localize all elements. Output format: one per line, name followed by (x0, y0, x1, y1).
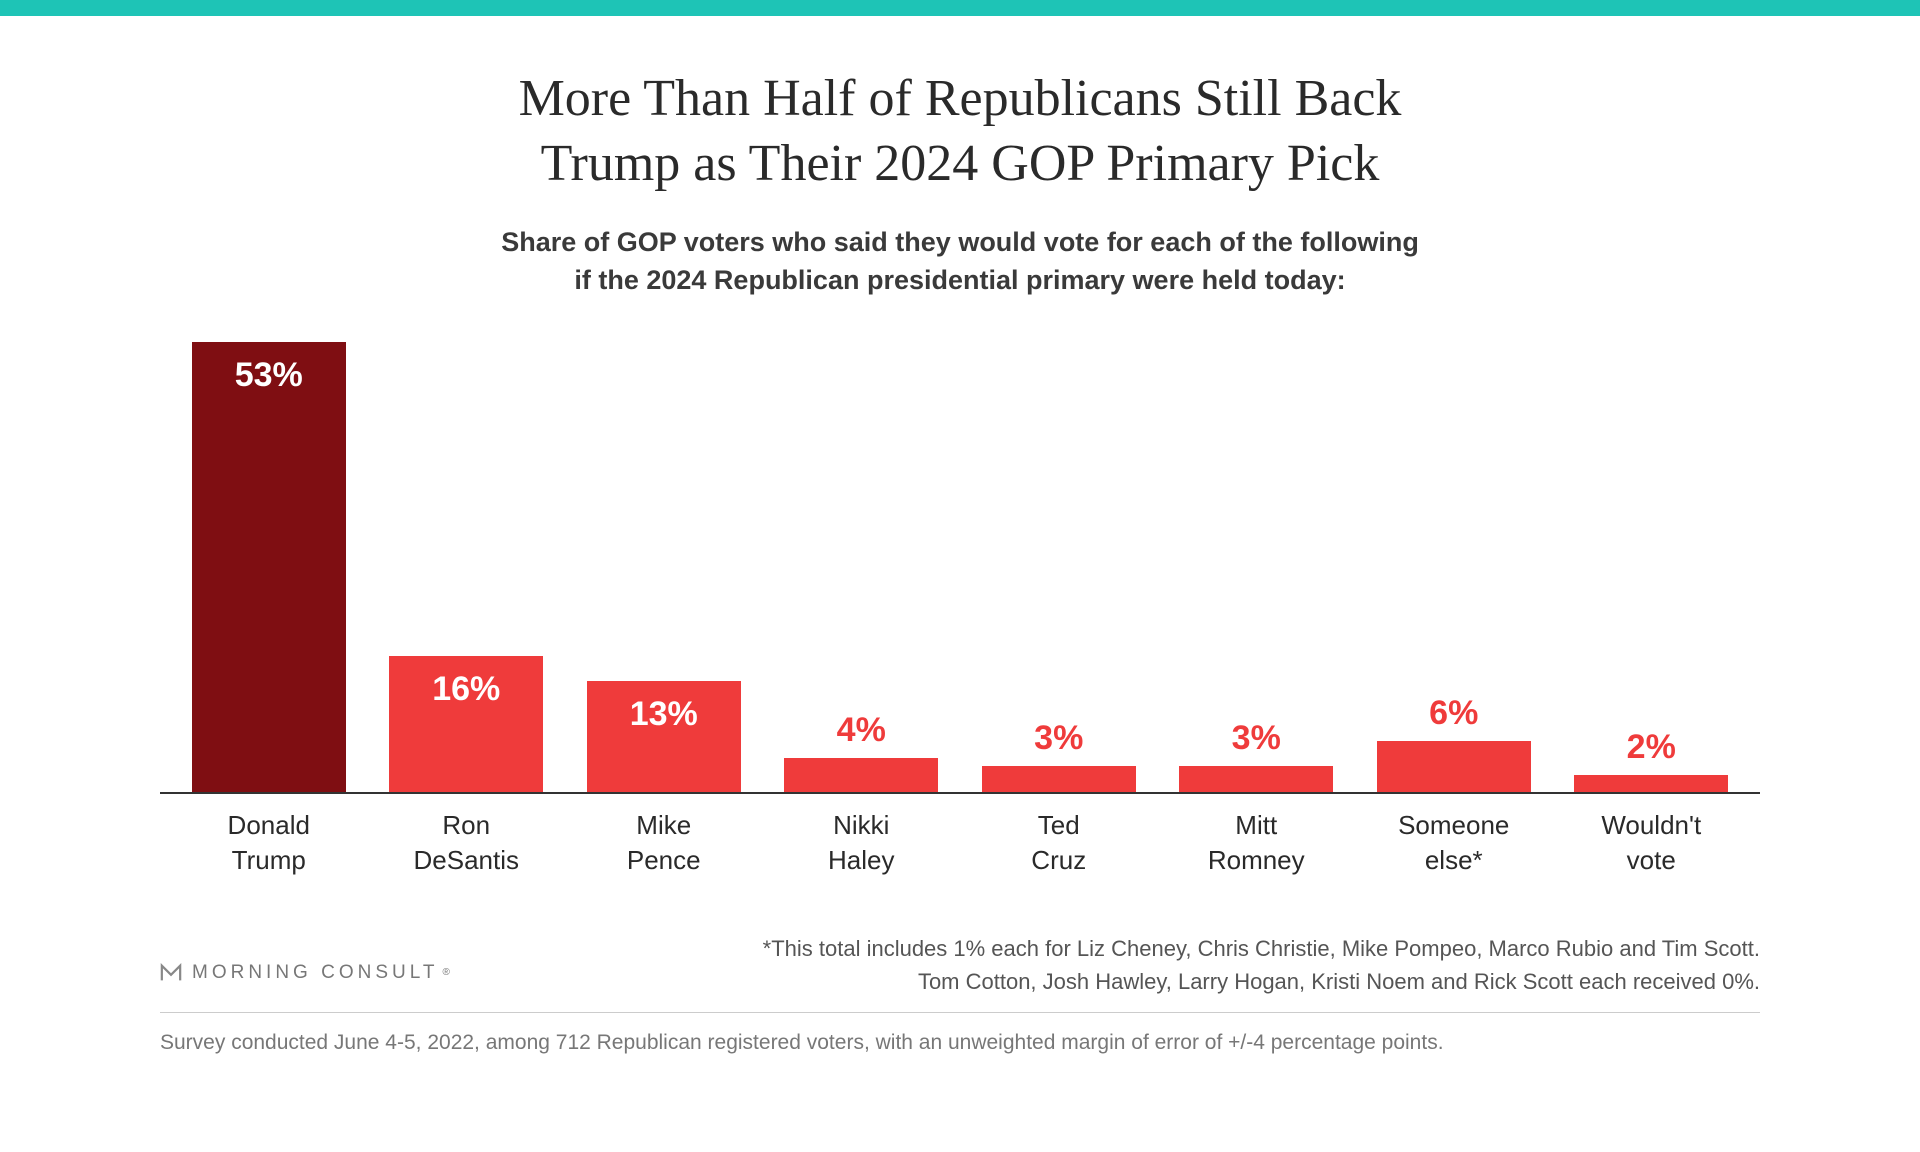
chart-title: More Than Half of Republicans Still Back… (310, 66, 1610, 196)
bar: 53% (192, 342, 346, 792)
bar-value-label: 53% (192, 356, 346, 395)
brand-tm: ® (442, 967, 449, 978)
x-axis-label: TedCruz (960, 808, 1158, 878)
bar: 3% (1179, 766, 1333, 791)
bar-value-label: 13% (587, 695, 741, 734)
brand-logo-icon (160, 962, 182, 984)
x-axis-label: RonDeSantis (368, 808, 566, 878)
x-axis-label: MikePence (565, 808, 763, 878)
bar-slot: 13% (565, 681, 763, 791)
bar: 6% (1377, 741, 1531, 792)
bar-slot: 16% (368, 656, 566, 792)
title-line-1: More Than Half of Republicans Still Back (519, 70, 1402, 127)
x-axis-label: NikkiHaley (763, 808, 961, 878)
bars-area: 53% 16% 13% 4% 3% 3% 6% 2% (160, 344, 1760, 794)
title-line-2: Trump as Their 2024 GOP Primary Pick (541, 135, 1380, 192)
bar-slot: 2% (1553, 775, 1751, 792)
x-axis-label: Someoneelse* (1355, 808, 1553, 878)
bar-slot: 6% (1355, 741, 1553, 792)
bar: 3% (982, 766, 1136, 791)
bar: 16% (389, 656, 543, 792)
bar-value-label: 3% (1179, 719, 1333, 758)
bar-slot: 4% (763, 758, 961, 792)
subtitle-line-2: if the 2024 Republican presidential prim… (574, 265, 1345, 295)
divider (160, 1012, 1760, 1013)
x-axis-labels: DonaldTrumpRonDeSantisMikePenceNikkiHale… (160, 794, 1760, 878)
bar-value-label: 3% (982, 719, 1136, 758)
bar-value-label: 4% (784, 711, 938, 750)
survey-note: Survey conducted June 4-5, 2022, among 7… (160, 1031, 1760, 1055)
subtitle-line-1: Share of GOP voters who said they would … (501, 227, 1419, 257)
brand-text: MORNING CONSULT (192, 962, 438, 984)
chart-container: More Than Half of Republicans Still Back… (0, 16, 1920, 1055)
bar-value-label: 6% (1377, 694, 1531, 733)
bar-slot: 3% (960, 766, 1158, 791)
bar: 2% (1574, 775, 1728, 792)
bar-value-label: 2% (1574, 728, 1728, 767)
bar: 13% (587, 681, 741, 791)
bar-slot: 53% (170, 342, 368, 792)
x-axis-label: Wouldn'tvote (1553, 808, 1751, 878)
accent-top-bar (0, 0, 1920, 16)
bar-value-label: 16% (389, 670, 543, 709)
x-axis-label: DonaldTrump (170, 808, 368, 878)
footnote-line-1: *This total includes 1% each for Liz Che… (763, 936, 1760, 961)
chart-subtitle: Share of GOP voters who said they would … (360, 224, 1560, 300)
bar: 4% (784, 758, 938, 792)
footnote-line-2: Tom Cotton, Josh Hawley, Larry Hogan, Kr… (918, 969, 1760, 994)
bar-chart: 53% 16% 13% 4% 3% 3% 6% 2% DonaldTrumpRonDeSant… (160, 344, 1760, 878)
x-axis-label: MittRomney (1158, 808, 1356, 878)
bar-slot: 3% (1158, 766, 1356, 791)
